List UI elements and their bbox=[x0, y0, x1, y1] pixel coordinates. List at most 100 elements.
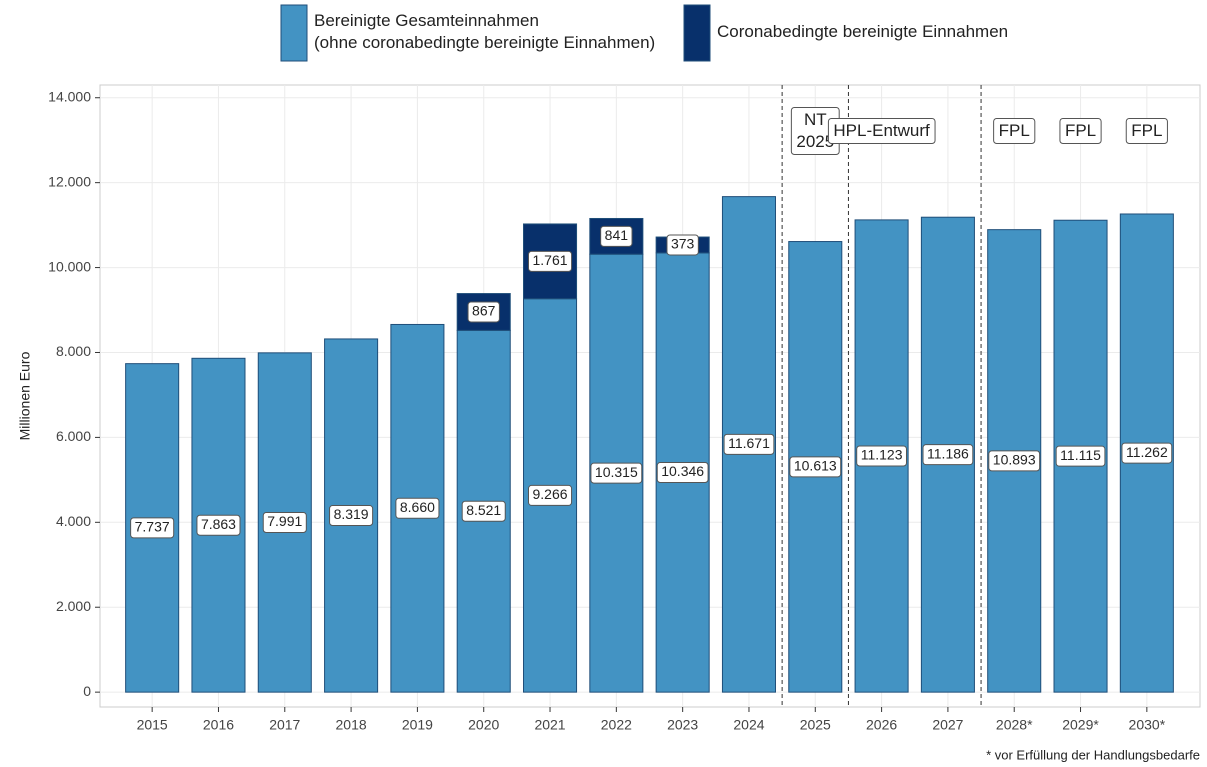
annotation-text: FPL bbox=[1065, 121, 1096, 140]
value-label-text: 7.737 bbox=[135, 519, 170, 535]
annotation-text: FPL bbox=[1131, 121, 1162, 140]
value-label: 373 bbox=[666, 234, 699, 256]
value-label: 8.319 bbox=[329, 505, 374, 527]
x-tick-label: 2026 bbox=[866, 717, 897, 733]
value-label-box bbox=[196, 514, 241, 536]
value-label-text: 10.346 bbox=[661, 463, 704, 479]
value-label: 7.863 bbox=[196, 514, 241, 536]
value-label: 9.266 bbox=[528, 484, 573, 506]
y-tick-label: 10.000 bbox=[48, 258, 91, 274]
value-label-box bbox=[666, 234, 699, 256]
value-label-box bbox=[329, 505, 374, 527]
value-label: 11.186 bbox=[922, 444, 974, 466]
legend-label: Coronabedingte bereinigte Einnahmen bbox=[717, 22, 1008, 41]
value-label-box bbox=[590, 462, 643, 484]
value-label-text: 10.613 bbox=[794, 458, 837, 474]
y-tick-label: 6.000 bbox=[56, 428, 91, 444]
x-tick-label: 2027 bbox=[932, 717, 963, 733]
value-label: 8.521 bbox=[461, 500, 506, 522]
value-label: 10.893 bbox=[988, 450, 1041, 472]
annotation: HPL-Entwurf bbox=[827, 117, 936, 144]
value-label-box bbox=[1055, 445, 1106, 467]
value-label: 8.660 bbox=[395, 497, 440, 519]
y-tick-label: 12.000 bbox=[48, 173, 91, 189]
value-label-box bbox=[988, 450, 1041, 472]
annotation-text: FPL bbox=[999, 121, 1030, 140]
x-tick-label: 2024 bbox=[733, 717, 764, 733]
x-tick-label: 2022 bbox=[601, 717, 632, 733]
annotation: FPL bbox=[1059, 117, 1102, 144]
y-tick-label: 0 bbox=[83, 683, 91, 699]
value-label-text: 8.319 bbox=[334, 506, 369, 522]
x-tick-label: 2018 bbox=[336, 717, 367, 733]
value-label-box bbox=[1121, 442, 1173, 464]
x-tick-label: 2015 bbox=[137, 717, 168, 733]
x-tick-label: 2017 bbox=[269, 717, 300, 733]
annotation-box bbox=[1125, 117, 1168, 144]
value-label-box bbox=[723, 433, 775, 455]
value-label-text: 373 bbox=[671, 236, 695, 252]
value-label-text: 1.761 bbox=[533, 252, 568, 268]
value-label-text: 7.863 bbox=[201, 516, 236, 532]
x-tick-label: 2020 bbox=[468, 717, 499, 733]
value-label: 11.262 bbox=[1121, 442, 1173, 464]
x-tick-label: 2016 bbox=[203, 717, 234, 733]
y-axis-label: Millionen Euro bbox=[17, 351, 33, 440]
value-label-box bbox=[856, 445, 907, 467]
x-tick-label: 2030* bbox=[1129, 717, 1166, 733]
annotation-box bbox=[827, 117, 936, 144]
value-label-box bbox=[789, 456, 842, 478]
value-label: 7.991 bbox=[262, 512, 307, 534]
value-label: 867 bbox=[467, 301, 500, 323]
value-label-text: 867 bbox=[472, 303, 496, 319]
legend-label: Bereinigte Gesamteinnahmen (ohne coronabe… bbox=[314, 11, 655, 52]
value-label: 1.761 bbox=[528, 250, 573, 272]
value-label-text: 10.893 bbox=[993, 452, 1036, 468]
value-label: 11.115 bbox=[1055, 445, 1106, 467]
annotation: FPL bbox=[993, 117, 1036, 144]
annotation: FPL bbox=[1125, 117, 1168, 144]
value-label-box bbox=[922, 444, 974, 466]
value-label: 7.737 bbox=[130, 517, 175, 539]
value-label-box bbox=[130, 517, 175, 539]
value-label-text: 9.266 bbox=[533, 486, 568, 502]
value-label-box bbox=[528, 484, 573, 506]
value-label-text: 11.671 bbox=[728, 435, 770, 451]
value-label-box bbox=[395, 497, 440, 519]
value-label: 10.315 bbox=[590, 462, 643, 484]
x-tick-label: 2025 bbox=[800, 717, 831, 733]
x-tick-label: 2021 bbox=[534, 717, 565, 733]
y-tick-label: 8.000 bbox=[56, 343, 91, 359]
value-label-box bbox=[461, 500, 506, 522]
y-tick-label: 4.000 bbox=[56, 513, 91, 529]
legend-swatch bbox=[280, 4, 308, 62]
value-label-box bbox=[467, 301, 500, 323]
value-label-text: 8.521 bbox=[466, 502, 501, 518]
value-label: 10.613 bbox=[789, 456, 842, 478]
annotation-box bbox=[993, 117, 1036, 144]
value-label-text: 8.660 bbox=[400, 499, 435, 515]
value-label: 841 bbox=[600, 225, 633, 247]
x-tick-label: 2029* bbox=[1062, 717, 1099, 733]
legend-swatch bbox=[683, 4, 711, 62]
value-label-text: 841 bbox=[605, 227, 629, 243]
value-label-box bbox=[600, 225, 633, 247]
y-tick-label: 14.000 bbox=[48, 88, 91, 104]
annotation-text: NT 2025 bbox=[796, 110, 834, 151]
bar-segment bbox=[589, 217, 644, 255]
value-label-box bbox=[656, 462, 709, 484]
value-label-box bbox=[262, 512, 307, 534]
value-label: 10.346 bbox=[656, 462, 709, 484]
value-label-text: 7.991 bbox=[267, 513, 302, 529]
x-tick-label: 2019 bbox=[402, 717, 433, 733]
value-label-text: 11.115 bbox=[1060, 447, 1101, 463]
annotation-text: HPL-Entwurf bbox=[833, 121, 930, 140]
y-tick-label: 2.000 bbox=[56, 598, 91, 614]
value-label: 11.671 bbox=[723, 433, 775, 455]
value-label-text: 10.315 bbox=[595, 464, 638, 480]
plot-border bbox=[99, 84, 1201, 708]
value-label: 11.123 bbox=[856, 445, 907, 467]
footnote: * vor Erfüllung der Handlungsbedarfe bbox=[986, 747, 1200, 762]
x-tick-label: 2028* bbox=[996, 717, 1033, 733]
